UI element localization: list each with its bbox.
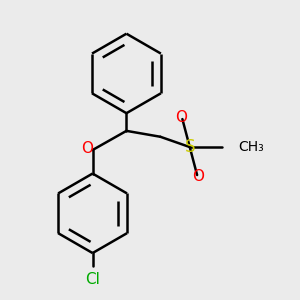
Text: CH₃: CH₃ <box>238 140 264 154</box>
Text: O: O <box>193 169 205 184</box>
Text: O: O <box>175 110 187 125</box>
Text: O: O <box>81 141 93 156</box>
Text: S: S <box>184 138 195 156</box>
Text: Cl: Cl <box>85 272 100 286</box>
